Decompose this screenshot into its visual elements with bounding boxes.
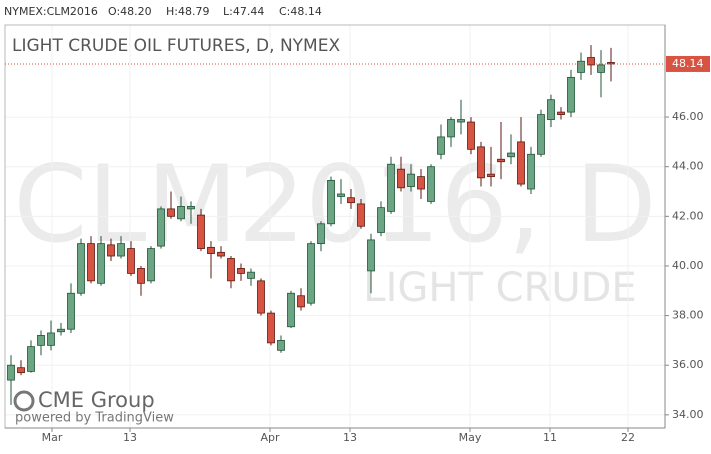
x-tick-label: 13 (123, 431, 137, 444)
candle-body (447, 119, 455, 138)
candle-body (197, 214, 205, 249)
candle-body (417, 176, 425, 190)
y-tick-label: 40.00 (672, 259, 704, 272)
candle-body (487, 173, 495, 178)
candle-body (547, 99, 555, 120)
x-tick-label: Apr (260, 431, 280, 444)
candle-body (377, 207, 385, 233)
candle-body (177, 205, 185, 220)
candle-body (157, 208, 165, 247)
candle-body (167, 208, 175, 217)
candle-body (37, 335, 45, 346)
y-tick-label: 42.00 (672, 209, 704, 222)
x-tick-label: 11 (543, 431, 557, 444)
logo-text: CME Group (38, 388, 155, 412)
candle-body (227, 258, 235, 282)
candle-body (277, 340, 285, 351)
chart-title: LIGHT CRUDE OIL FUTURES, D, NYMEX (12, 36, 340, 56)
candle-body (127, 248, 135, 274)
candle-body (117, 243, 125, 257)
candle-body (287, 292, 295, 328)
candle-body (267, 312, 275, 344)
price-label: 48.14 (672, 57, 704, 70)
candle-body (577, 60, 585, 73)
x-tick-label: 22 (621, 431, 635, 444)
y-tick-label: 34.00 (672, 408, 704, 421)
y-tick-label: 46.00 (672, 110, 704, 123)
header: NYMEX:CLM2016 O:48.20 H:48.79 L:47.44 C:… (4, 5, 322, 18)
candle-body (27, 346, 35, 372)
price-label-box (666, 55, 710, 72)
candle-body (247, 271, 255, 279)
candle-body (257, 280, 265, 314)
candle-body (557, 111, 565, 115)
x-tick-label: May (459, 431, 482, 444)
logo-icon (13, 390, 35, 412)
candle-body (427, 166, 435, 202)
logo: CME Group powered by TradingView (13, 388, 174, 426)
candle-body (337, 193, 345, 197)
candle-body (47, 332, 55, 346)
candle-body (67, 292, 75, 330)
y-tick-label: 36.00 (672, 358, 704, 371)
candle-body (457, 119, 465, 123)
candle-body (327, 179, 335, 225)
symbol: NYMEX:CLM2016 (4, 5, 98, 18)
candle-body (77, 243, 85, 294)
candle-body (437, 136, 445, 155)
candle-body (567, 76, 575, 113)
candle-body (207, 246, 215, 254)
candle-body (477, 146, 485, 179)
candle-body (367, 239, 375, 272)
candle-body (397, 168, 405, 189)
candle-body (387, 163, 395, 212)
y-tick-label: 38.00 (672, 309, 704, 322)
ohlc-open: O:48.20 (108, 5, 152, 18)
candle-body (57, 328, 65, 333)
watermark-sub: LIGHT CRUDE (363, 265, 636, 311)
ohlc-low: L:47.44 (223, 5, 264, 18)
candle-body (187, 205, 195, 210)
candle-body (217, 251, 225, 257)
candle-body (597, 64, 605, 73)
candle-body (517, 141, 525, 185)
candle-body (467, 121, 475, 150)
powered-by: powered by TradingView (15, 411, 174, 426)
candle-body (497, 158, 505, 163)
candle-body (297, 295, 305, 308)
candle-body (137, 268, 145, 284)
x-tick-label: Mar (42, 431, 63, 444)
candle-body (357, 203, 365, 227)
x-tick-label: 13 (343, 431, 357, 444)
candle-body (147, 248, 155, 282)
candle-body (407, 173, 415, 187)
candle-body (507, 152, 515, 158)
ohlc-close: C:48.14 (279, 5, 322, 18)
candle-body (317, 223, 325, 245)
candle-body (307, 243, 315, 304)
candle-body (97, 243, 105, 284)
candle-body (237, 268, 245, 274)
candle-body (537, 114, 545, 155)
candle-body (587, 57, 595, 66)
ohlc-high: H:48.79 (166, 5, 209, 18)
y-tick-label: 44.00 (672, 160, 704, 173)
candle-body (107, 244, 115, 257)
candle-body (527, 153, 535, 190)
candle-body (17, 367, 25, 374)
candle-body (87, 243, 95, 282)
candle-body (7, 364, 15, 381)
candle-body (347, 197, 355, 204)
